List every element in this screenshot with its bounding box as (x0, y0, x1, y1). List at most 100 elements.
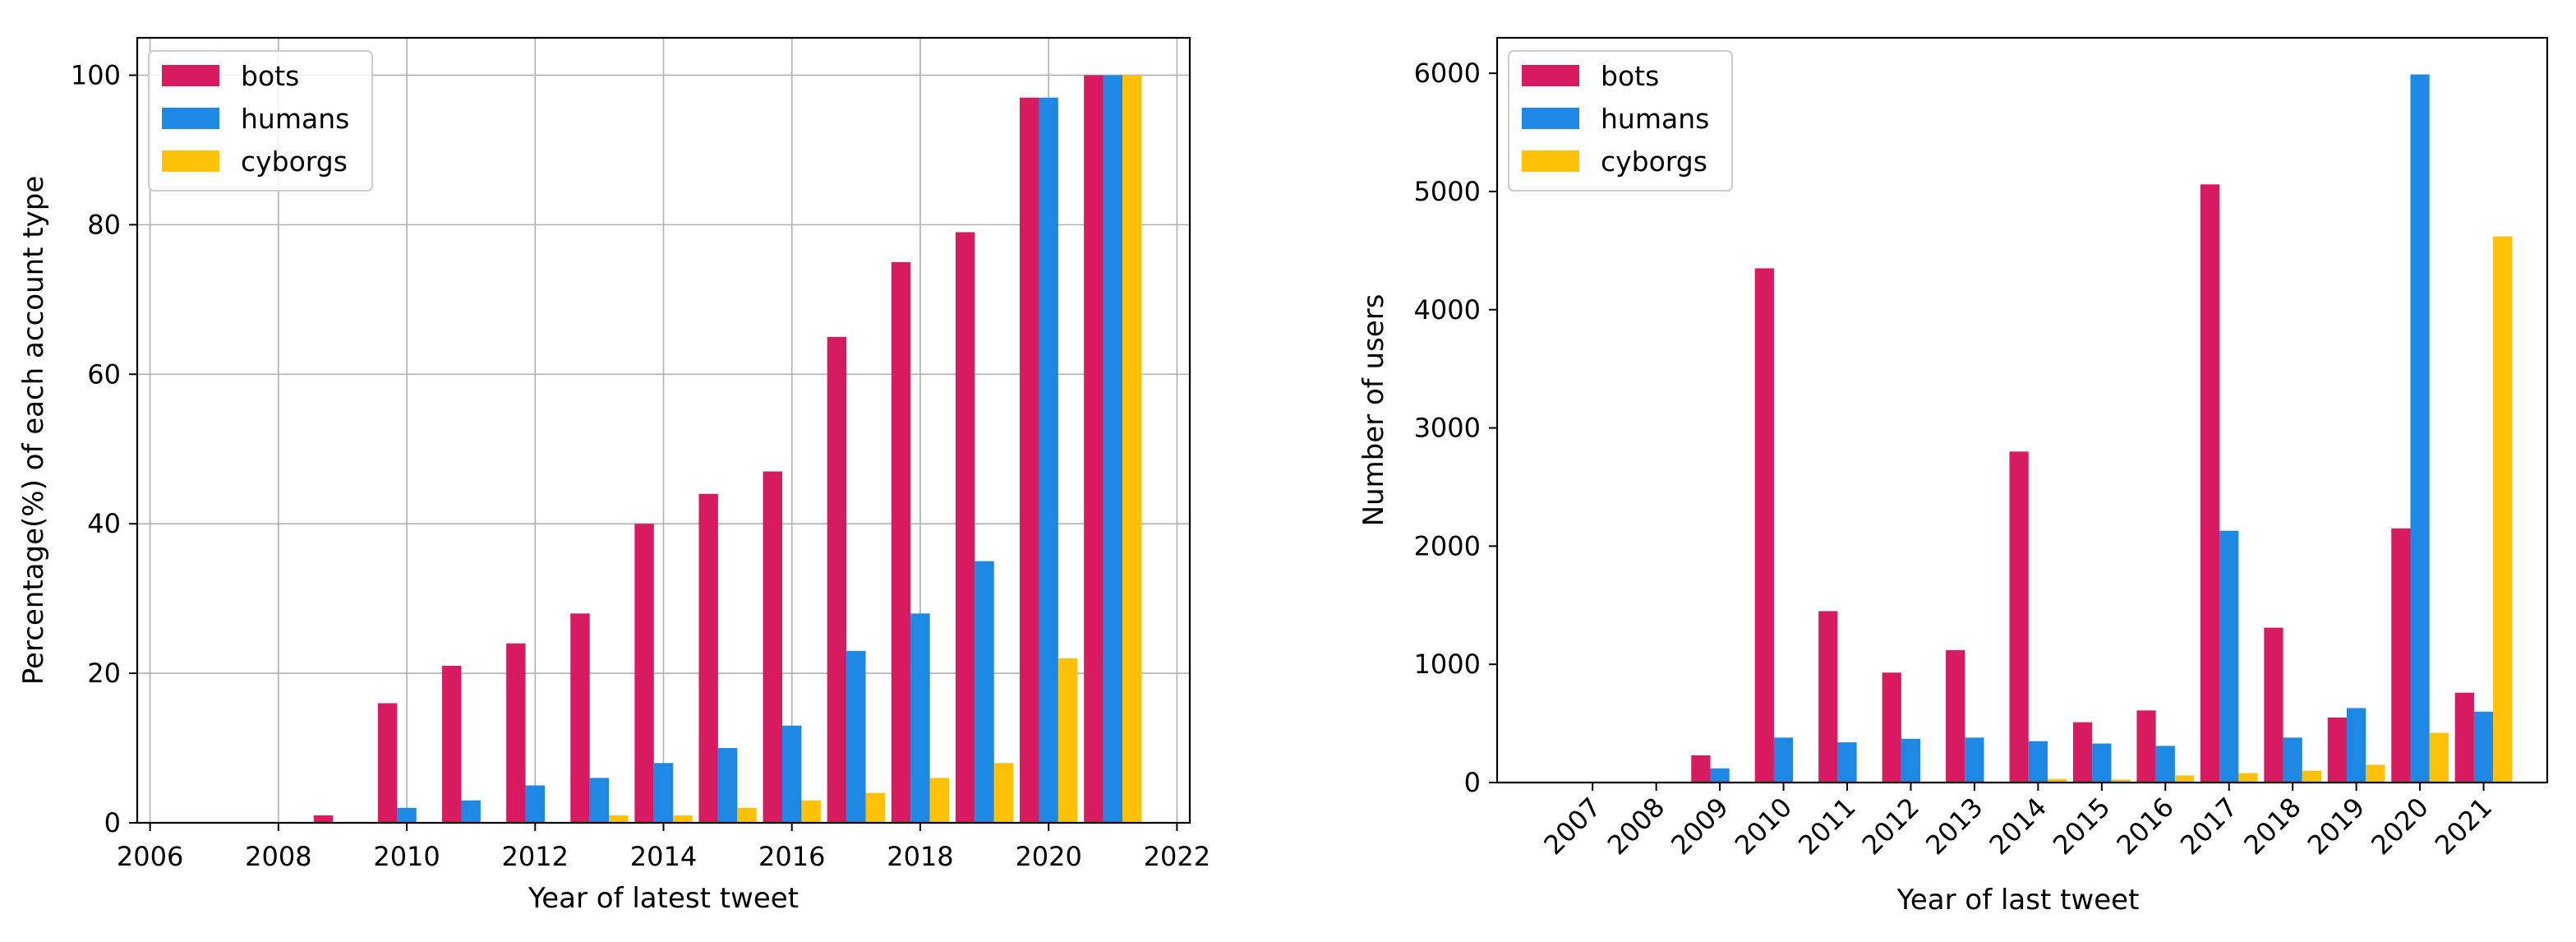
y-tick-label: 1000 (1414, 649, 1481, 680)
bar-humans (2347, 708, 2366, 783)
bar-humans (589, 778, 610, 823)
bar-humans (2283, 737, 2302, 783)
bar-bots (2391, 528, 2411, 783)
y-tick-label: 100 (71, 59, 121, 90)
plot-frame (1495, 36, 2549, 784)
bar-humans (1773, 737, 1794, 783)
y-tick-label: 80 (87, 209, 121, 240)
bar-humans (525, 785, 545, 823)
legend-label-bots: bots (241, 60, 299, 92)
bar-humans (2219, 530, 2239, 783)
bar-humans (1837, 742, 1857, 783)
bar-bots (763, 471, 783, 823)
bar-humans (782, 725, 802, 823)
bar-bots (506, 643, 526, 823)
y-tick-label: 4000 (1414, 294, 1481, 326)
bar-humans (717, 748, 738, 823)
bar-humans (1710, 768, 1730, 783)
x-axis-label: Year of last tweet (1896, 884, 2140, 917)
bar-humans (461, 800, 481, 823)
bar-bots (442, 666, 462, 823)
bar-bots (891, 261, 911, 823)
bar-bots (2327, 717, 2348, 783)
bar-cyborgs (865, 792, 885, 823)
bar-bots (1882, 672, 1901, 783)
y-axis-label: Percentage(%) of each account type (17, 176, 50, 686)
bar-bots (2136, 710, 2156, 783)
bar-cyborgs (2238, 773, 2258, 783)
y-tick-label: 20 (87, 658, 121, 689)
y-tick-label: 0 (104, 807, 121, 838)
bar-cyborgs (2174, 775, 2195, 783)
legend-swatch-bots (162, 65, 219, 86)
x-tick-label: 2018 (887, 841, 953, 872)
bar-humans (2028, 741, 2048, 783)
legend-label-bots: bots (1601, 60, 1659, 92)
y-tick-label: 60 (87, 358, 121, 390)
bar-bots (2454, 692, 2474, 783)
bar-bots (1946, 649, 1965, 783)
x-tick-label: 2022 (1144, 841, 1210, 872)
bar-bots (1084, 75, 1104, 823)
legend-swatch-humans (1522, 108, 1579, 129)
bar-humans (1901, 738, 1921, 783)
bar-cyborgs (609, 815, 629, 823)
bar-humans (2092, 743, 2112, 783)
legend-label-humans: humans (1601, 103, 1709, 135)
x-tick-label: 2012 (502, 841, 569, 872)
bar-bots (827, 336, 847, 823)
bar-humans (975, 561, 994, 823)
legend: bots humans cyborgs (148, 50, 373, 192)
bar-bots (570, 613, 590, 823)
legend-label-cyborgs: cyborgs (1601, 145, 1707, 178)
y-tick-label: 0 (1464, 767, 1481, 798)
bar-bots (955, 232, 975, 823)
bar-humans (2473, 711, 2494, 783)
y-tick-label: 6000 (1414, 58, 1481, 89)
bar-cyborgs (929, 778, 950, 823)
bar-humans (1103, 75, 1122, 823)
bar-cyborgs (2047, 778, 2067, 783)
bar-bots (1691, 755, 1711, 783)
bar-cyborgs (737, 807, 757, 823)
bar-cyborgs (993, 763, 1014, 823)
bar-bots (2072, 722, 2093, 783)
x-tick-label: 2010 (373, 841, 440, 872)
x-axis-label: Year of latest tweet (528, 882, 799, 915)
y-tick-label: 40 (87, 508, 121, 539)
bar-humans (2410, 74, 2430, 783)
bar-bots (2200, 184, 2220, 783)
bar-humans (653, 763, 674, 823)
bar-cyborgs (2111, 779, 2131, 783)
bar-cyborgs (801, 800, 821, 823)
bar-bots (377, 703, 398, 823)
x-tick-label: 2020 (1015, 841, 1081, 872)
bar-humans (397, 807, 417, 823)
legend-swatch-humans (162, 108, 219, 129)
bar-cyborgs (2302, 770, 2322, 783)
bar-bots (2009, 451, 2029, 783)
x-tick-label: 2014 (630, 841, 697, 872)
bar-humans (910, 613, 930, 823)
legend: bots humans cyborgs (1508, 50, 1733, 192)
legend-swatch-cyborgs (1522, 150, 1579, 172)
bar-bots (2264, 627, 2283, 783)
x-tick-label: 2016 (758, 841, 825, 872)
legend-label-humans: humans (241, 103, 349, 135)
bar-cyborgs (1122, 75, 1142, 823)
legend-swatch-bots (1522, 65, 1579, 86)
bar-bots (698, 493, 718, 823)
bar-cyborgs (1058, 658, 1078, 823)
legend-swatch-cyborgs (162, 150, 219, 172)
percentage-bar-chart: 2006 2008 2010 2012 2014 2016 2018 2020 2022 0 20 4… (17, 36, 1210, 915)
x-tick-label: 2008 (245, 841, 311, 872)
bar-humans (1965, 737, 1984, 783)
bar-bots (1754, 268, 1774, 783)
y-tick-label: 2000 (1414, 530, 1481, 561)
y-tick-label: 5000 (1414, 176, 1481, 207)
bar-cyborgs (2366, 764, 2385, 783)
bar-humans (2155, 746, 2175, 783)
bar-cyborgs (2493, 236, 2513, 783)
